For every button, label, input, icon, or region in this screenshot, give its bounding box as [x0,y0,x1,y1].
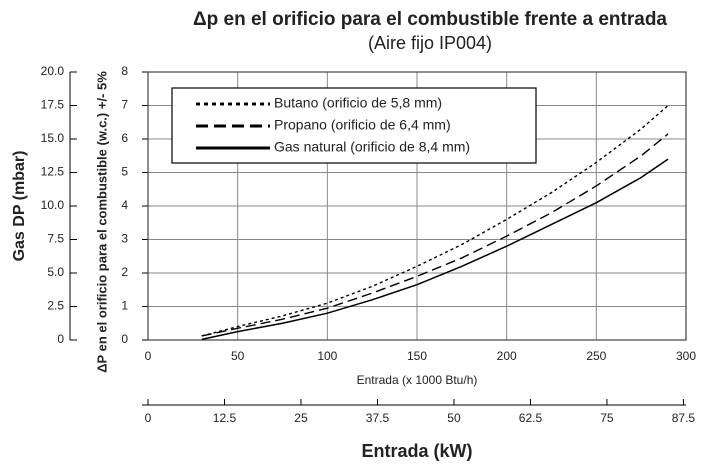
y-tick-label: 3 [121,232,128,246]
x-tick-label: 0 [145,349,152,363]
y-tick-label: 7 [121,98,128,112]
series-line [201,133,669,337]
y2-axis-label: Gas DP (mbar) [11,151,28,262]
plot-frame [147,71,687,341]
y2-tick-label: 5.0 [47,265,64,279]
x-tick-label: 250 [586,349,606,363]
y2-tick-label: 2.5 [47,299,64,313]
x-tick-label: 100 [317,349,337,363]
x2-axis-label: Entrada (kW) [361,441,472,461]
y-tick-label: 4 [121,198,128,212]
y2-tick-label: 12.5 [41,165,65,179]
y-axis-label: ΔP en el orificio para el combustible (w… [94,71,109,373]
y2-tick-label: 17.5 [41,98,65,112]
x-tick-label: 200 [497,349,517,363]
x2-tick-label: 50 [447,411,461,425]
y-tick-label: 0 [121,332,128,346]
x-tick-label: 150 [407,349,427,363]
y2-tick-label: 0 [57,332,64,346]
series-line [201,158,669,341]
x-tick-label: 50 [231,349,245,363]
x-tick-label: 300 [676,349,696,363]
y2-tick-label: 7.5 [47,232,64,246]
x2-tick-label: 75 [600,411,614,425]
chart-title: Δp en el orificio para el combustible fr… [193,9,667,30]
y-tick-label: 5 [121,165,128,179]
y2-tick-label: 20.0 [41,64,65,78]
y2-tick-label: 10.0 [41,198,65,212]
x2-tick-label: 37.5 [366,411,390,425]
legend-label: Butano (orificio de 5,8 mm) [274,95,442,111]
x2-tick-label: 62.5 [519,411,543,425]
y2-tick-label: 15.0 [41,131,65,145]
y-tick-label: 6 [121,131,128,145]
x2-tick-label: 0 [145,411,152,425]
x2-tick-label: 87.5 [672,411,696,425]
legend-label: Gas natural (orificio de 8,4 mm) [274,139,470,155]
y-tick-label: 1 [121,299,128,313]
x2-tick-label: 12.5 [213,411,237,425]
x2-tick-label: 25 [294,411,308,425]
y-tick-label: 2 [121,265,128,279]
chart-subtitle: (Aire fijo IP004) [368,33,492,53]
legend-label: Propano (orificio de 6,4 mm) [274,117,451,133]
y-tick-label: 8 [121,64,128,78]
x-axis-label: Entrada (x 1000 Btu/h) [357,373,478,387]
